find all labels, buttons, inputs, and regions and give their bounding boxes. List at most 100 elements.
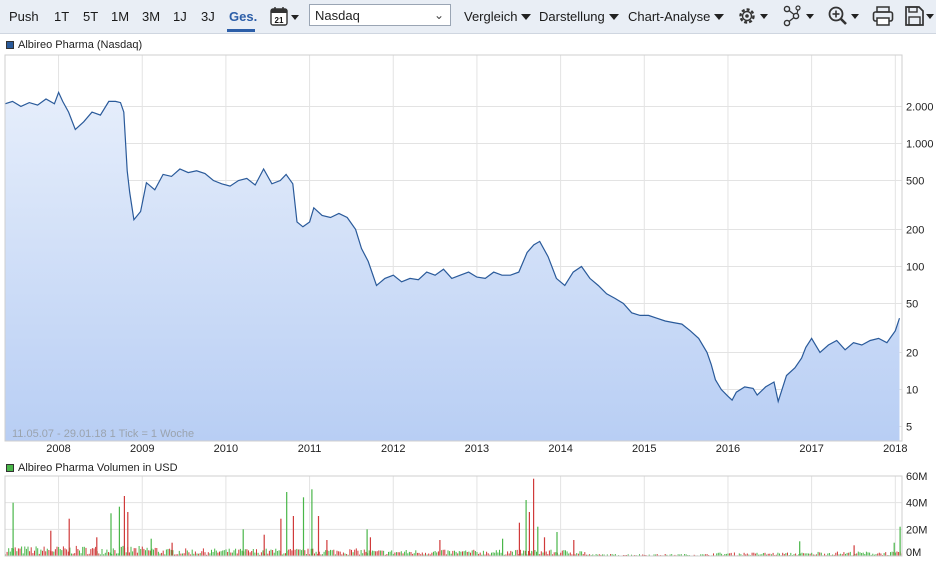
volume-bar bbox=[304, 550, 306, 556]
volume-bar bbox=[428, 553, 430, 556]
volume-spike-bar bbox=[518, 522, 520, 556]
volume-bar bbox=[276, 551, 278, 556]
volume-bar bbox=[161, 552, 163, 556]
zoom-icon[interactable] bbox=[827, 5, 863, 27]
volume-bar bbox=[471, 550, 473, 556]
volume-bar bbox=[336, 550, 338, 556]
volume-bar bbox=[51, 551, 53, 556]
volume-grid bbox=[5, 475, 902, 557]
volume-bar bbox=[441, 550, 443, 556]
volume-bar bbox=[528, 551, 529, 556]
volume-bar bbox=[56, 546, 58, 556]
volume-bar bbox=[386, 554, 388, 556]
volume-bar bbox=[817, 551, 819, 556]
volume-bar bbox=[442, 549, 444, 556]
volume-bar bbox=[465, 550, 467, 556]
volume-bar bbox=[425, 552, 426, 556]
volume-plot-frame bbox=[4, 475, 903, 557]
volume-bar bbox=[328, 550, 330, 556]
volume-bar bbox=[202, 548, 204, 556]
volume-bar bbox=[420, 554, 422, 556]
volume-spike-bar bbox=[326, 540, 328, 556]
volume-bar bbox=[381, 550, 383, 556]
volume-bar bbox=[478, 553, 480, 556]
volume-bar bbox=[325, 550, 327, 556]
volume-bar bbox=[153, 549, 154, 556]
volume-bar bbox=[867, 552, 869, 556]
volume-bar bbox=[476, 552, 478, 556]
menu-vergleich-label: Vergleich bbox=[464, 9, 518, 24]
menu-vergleich[interactable]: Vergleich bbox=[464, 9, 532, 24]
volume-bar bbox=[29, 551, 31, 556]
calendar-button[interactable]: 21 bbox=[269, 6, 301, 28]
volume-bar bbox=[227, 552, 229, 556]
volume-bar bbox=[283, 553, 285, 556]
volume-bar bbox=[299, 549, 301, 556]
volume-bar bbox=[384, 554, 386, 556]
volume-bar bbox=[35, 546, 37, 556]
volume-bar bbox=[40, 549, 42, 556]
volume-spike-bar bbox=[537, 526, 539, 556]
volume-bar bbox=[782, 552, 784, 556]
volume-bar bbox=[561, 550, 563, 556]
volume-bar bbox=[130, 546, 132, 556]
range-1t[interactable]: 1T bbox=[54, 9, 70, 24]
volume-bar bbox=[846, 552, 848, 556]
volume-bar bbox=[751, 552, 753, 556]
volume-bar bbox=[309, 554, 311, 556]
volume-bar bbox=[824, 553, 826, 556]
volume-bar bbox=[771, 554, 772, 556]
volume-spike-bar bbox=[280, 518, 282, 556]
volume-bar bbox=[157, 551, 159, 556]
gear-icon[interactable] bbox=[736, 5, 772, 27]
volume-bar bbox=[182, 553, 183, 556]
volume-bar bbox=[412, 553, 414, 556]
menu-chart-analyse[interactable]: Chart-Analyse bbox=[628, 9, 725, 24]
volume-legend-label: Albireo Pharma Volumen in USD bbox=[18, 462, 178, 474]
volume-bar bbox=[349, 549, 351, 556]
volume-bar bbox=[534, 550, 536, 556]
volume-bar bbox=[104, 552, 106, 556]
volume-bar bbox=[656, 554, 658, 556]
range-5t[interactable]: 5T bbox=[83, 9, 99, 24]
volume-bar bbox=[730, 552, 732, 556]
volume-bar bbox=[225, 549, 227, 556]
print-icon[interactable] bbox=[872, 5, 894, 27]
volume-bar bbox=[22, 553, 24, 556]
volume-bar bbox=[848, 552, 850, 556]
volume-bar bbox=[457, 553, 459, 556]
volume-spike-bar bbox=[96, 537, 98, 556]
volume-bar bbox=[733, 552, 735, 556]
range-3j[interactable]: 3J bbox=[201, 9, 215, 24]
volume-bar bbox=[423, 554, 425, 556]
exchange-select[interactable]: Nasdaq ⌄ bbox=[309, 4, 451, 26]
volume-bars bbox=[5, 478, 903, 556]
x-tick-label: 2008 bbox=[46, 443, 70, 455]
volume-bar bbox=[138, 546, 140, 556]
volume-bar bbox=[365, 551, 367, 556]
range-1j[interactable]: 1J bbox=[173, 9, 187, 24]
volume-spike-bar bbox=[123, 496, 125, 556]
volume-spike-bar bbox=[533, 478, 535, 556]
volume-bar bbox=[639, 554, 640, 556]
volume-bar bbox=[565, 550, 566, 556]
volume-bar bbox=[408, 551, 410, 556]
volume-bar bbox=[582, 554, 584, 556]
network-icon[interactable] bbox=[782, 5, 818, 27]
volume-bar bbox=[579, 551, 581, 556]
range-3m[interactable]: 3M bbox=[142, 9, 161, 24]
range-push[interactable]: Push bbox=[9, 9, 39, 24]
volume-bar bbox=[75, 545, 77, 556]
volume-bar bbox=[563, 550, 565, 556]
price-y-axis: 5 10 20 50 100 200 500 1.000 2.000 bbox=[906, 101, 934, 433]
save-icon[interactable] bbox=[904, 5, 936, 27]
volume-bar bbox=[222, 550, 224, 556]
volume-bar bbox=[346, 554, 348, 556]
range-ges[interactable]: Ges. bbox=[229, 9, 258, 24]
volume-spike-bar bbox=[118, 506, 120, 556]
volume-spike-bar bbox=[317, 516, 320, 556]
range-1m[interactable]: 1M bbox=[111, 9, 130, 24]
menu-darstellung[interactable]: Darstellung bbox=[539, 9, 619, 24]
price-legend: Albireo Pharma (Nasdaq) bbox=[6, 39, 142, 51]
volume-spike-bar bbox=[311, 489, 313, 556]
